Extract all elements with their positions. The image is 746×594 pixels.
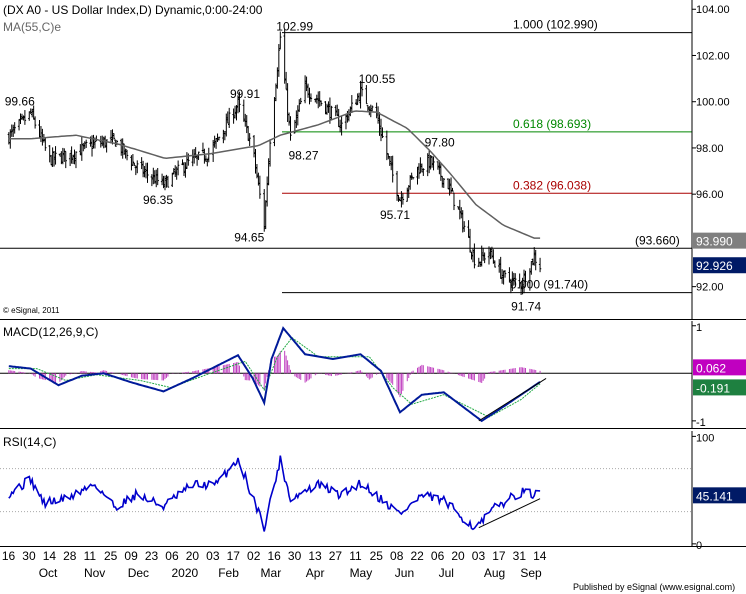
macd-label-box: [693, 359, 746, 376]
date-tick-label: 06: [165, 549, 179, 563]
month-label: Mar: [261, 566, 282, 580]
date-tick-label: 14: [43, 549, 57, 563]
price-annotation: 100.55: [359, 72, 396, 86]
date-tick-label: 30: [22, 549, 36, 563]
macd-tick-label: -1: [696, 417, 706, 429]
date-tick-label: 31: [513, 549, 527, 563]
fibonacci-levels: 1.000 (102.990) 0.618 (98.693) 0.382 (96.0…: [0, 18, 692, 294]
price-annotation: 97.80: [425, 136, 455, 150]
month-label: 2020: [172, 566, 199, 580]
price-tick-label: 100.00: [696, 97, 730, 109]
price-label-box: [693, 257, 746, 274]
price-label-text: 92.926: [696, 259, 733, 273]
date-tick-label: 16: [2, 549, 16, 563]
date-tick-label: 02: [247, 549, 261, 563]
fib-level-label: 0.000 (91.740): [510, 278, 588, 292]
price-tick-label: 98.00: [696, 143, 724, 155]
month-label: Oct: [39, 566, 58, 580]
macd-label-text: -0.191: [696, 381, 730, 395]
price-annotation: 95.71: [380, 208, 410, 222]
macd-label-box: [693, 379, 746, 396]
month-label: Jun: [395, 566, 414, 580]
rsi-line: [8, 455, 541, 532]
price-annotation: 99.66: [5, 95, 35, 109]
date-tick-label: 11: [84, 549, 97, 563]
date-tick-label: 28: [63, 549, 77, 563]
price-label-text: 93.990: [696, 235, 733, 249]
moving-average: [8, 110, 541, 239]
date-tick-label: 06: [431, 549, 445, 563]
macd-line: [8, 326, 541, 423]
date-tick-label: 27: [329, 549, 343, 563]
right-price-axis: 104.00 102.00 100.00 98.00 96.00 92.00 93.990 9…: [0, 0, 746, 552]
price-annotation: 99.91: [230, 87, 260, 101]
fib-level-label: (93.660): [635, 233, 680, 247]
rsi-label-box: [693, 487, 746, 504]
rsi-panel[interactable]: RSI(14,C): [0, 435, 692, 532]
date-tick-label: 25: [370, 549, 384, 563]
date-tick-label: 17: [492, 549, 506, 563]
price-annotation: 102.99: [276, 20, 313, 34]
date-tick-label: 23: [145, 549, 159, 563]
rsi-series: [0, 455, 692, 532]
month-label: Aug: [484, 566, 505, 580]
month-label: Sep: [520, 566, 542, 580]
date-tick-label: 03: [472, 549, 486, 563]
date-tick-label: 03: [206, 549, 220, 563]
month-label: May: [350, 566, 373, 580]
fib-level-label: 0.618 (98.693): [513, 117, 591, 131]
date-tick-label: 17: [227, 549, 241, 563]
date-tick-label: 16: [267, 549, 281, 563]
macd-trendline: [478, 378, 547, 422]
copyright-label: © eSignal, 2011: [3, 306, 60, 315]
price-annotations: 102.99 100.55 99.91 99.66 98.27 97.80 96.35 95.…: [5, 20, 542, 314]
month-label: Apr: [306, 566, 325, 580]
date-axis: 16 30 14 28 11 25 09 23 06 20 03 17 02 16 30 13 27 11 25 08…: [2, 549, 547, 580]
price-annotation: 96.35: [143, 193, 173, 207]
date-tick-label: 20: [186, 549, 200, 563]
price-panel[interactable]: (DX A0 - US Dollar Index,D) Dynamic,0:00…: [0, 3, 692, 315]
macd-series: [0, 326, 692, 423]
macd-panel[interactable]: MACD(12,26,9,C): [0, 325, 692, 423]
rsi-tick-label: 0: [696, 540, 702, 552]
candles: [7, 28, 542, 295]
date-tick-label: 14: [533, 549, 547, 563]
price-chart-title: (DX A0 - US Dollar Index,D) Dynamic,0:00…: [3, 3, 263, 17]
date-tick-label: 09: [124, 549, 138, 563]
ma-line: [8, 110, 541, 239]
price-annotation: 94.65: [234, 230, 264, 244]
date-tick-label: 22: [410, 549, 424, 563]
date-tick-label: 20: [451, 549, 465, 563]
price-tick-label: 102.00: [696, 50, 730, 62]
rsi-trendline: [478, 498, 541, 529]
price-tick-label: 92.00: [696, 282, 724, 294]
footer-credit: Published by eSignal (www.esignal.com): [573, 582, 735, 592]
macd-label-text: 0.062: [696, 361, 726, 375]
date-tick-label: 13: [308, 549, 322, 563]
fib-level-label: 1.000 (102.990): [513, 18, 598, 32]
price-tick-label: 104.00: [696, 4, 730, 16]
macd-tick-label: 1: [696, 322, 702, 334]
rsi-tick-label: 100: [696, 432, 714, 444]
price-label-box: [693, 232, 746, 249]
date-tick-label: 08: [390, 549, 404, 563]
price-annotation: 98.27: [289, 149, 319, 163]
month-label: Feb: [218, 566, 239, 580]
rsi-title: RSI(14,C): [3, 435, 56, 449]
rsi-label-text: 45.141: [696, 489, 733, 503]
month-label: Nov: [84, 566, 105, 580]
month-label: Jul: [439, 566, 454, 580]
price-annotation: 91.74: [511, 300, 541, 314]
fib-level-label: 0.382 (96.038): [513, 178, 591, 192]
date-tick-label: 11: [349, 549, 362, 563]
ma-indicator-label: MA(55,C)e: [3, 20, 61, 34]
month-label: Dec: [128, 566, 149, 580]
date-tick-label: 30: [288, 549, 302, 563]
date-tick-label: 25: [104, 549, 118, 563]
macd-title: MACD(12,26,9,C): [3, 325, 98, 339]
price-tick-label: 96.00: [696, 189, 724, 201]
